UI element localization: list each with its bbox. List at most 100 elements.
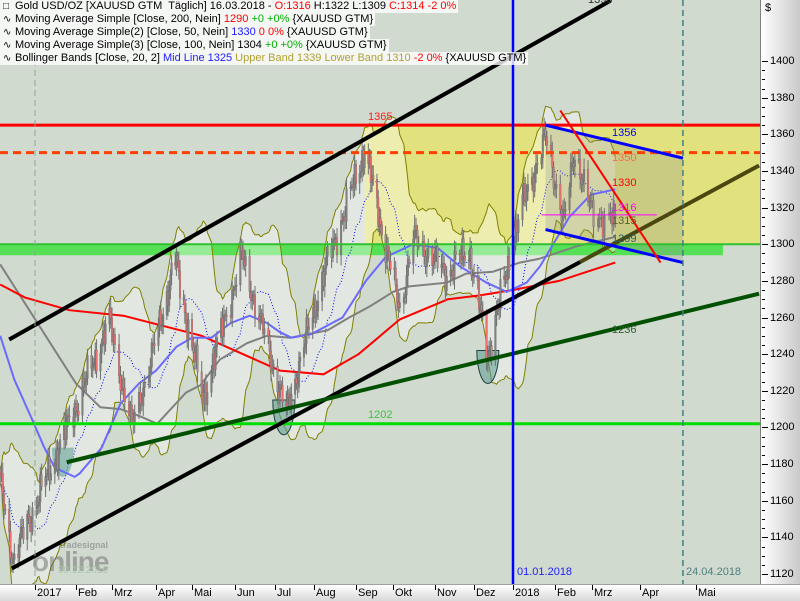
candle xyxy=(100,341,103,354)
y-tick xyxy=(762,528,765,530)
candle xyxy=(480,304,483,311)
candle xyxy=(413,225,416,240)
candle xyxy=(210,372,213,393)
legend-bollinger-name: Bollinger Bands [Close, 20, 2] xyxy=(15,52,163,64)
candle xyxy=(222,314,225,337)
candle xyxy=(603,214,606,238)
y-tick-label: 1220 xyxy=(770,384,795,397)
candle xyxy=(331,238,334,258)
candle xyxy=(408,259,411,264)
x-tick xyxy=(235,585,236,590)
candle xyxy=(272,364,275,367)
candle xyxy=(192,346,195,353)
support-band xyxy=(0,244,723,256)
candle xyxy=(445,276,448,292)
candle xyxy=(314,299,317,317)
y-tick xyxy=(762,482,765,484)
legend-row-ma100[interactable]: ∿ Moving Average Simple(3) [Close, 100, N… xyxy=(0,39,389,52)
y-tick xyxy=(762,271,765,273)
candle xyxy=(99,352,102,372)
x-tick xyxy=(474,585,475,590)
indicator-wave-icon: ∿ xyxy=(3,40,12,51)
candle xyxy=(110,317,113,342)
x-tick xyxy=(513,585,514,590)
candle xyxy=(443,262,446,270)
candle xyxy=(113,334,116,345)
candle xyxy=(267,328,270,337)
candle xyxy=(389,261,392,270)
candle xyxy=(122,379,125,389)
candle xyxy=(190,319,193,348)
y-tick xyxy=(762,116,765,117)
legend-ma200-symbol: {XAUUSD GTM} xyxy=(289,13,374,25)
candle xyxy=(86,355,89,379)
y-tick xyxy=(762,390,768,392)
candle xyxy=(159,309,162,326)
x-tick xyxy=(112,585,113,590)
candle xyxy=(67,414,70,417)
candle xyxy=(415,225,418,231)
y-tick xyxy=(762,427,768,429)
candle xyxy=(215,337,218,347)
candle xyxy=(196,344,199,373)
legend-ma50-name: Moving Average Simple(2) [Close, 50, Nei… xyxy=(15,26,232,38)
y-tick xyxy=(762,125,765,127)
price-axis[interactable]: $ 1120 1140 1160 1180 1200 1220 1240 1260 1280 13… xyxy=(760,0,800,584)
candle xyxy=(549,144,552,153)
legend-instrument: Gold USD/OZ [XAUUSD GTM Täglich] 16.03.2… xyxy=(15,0,275,12)
chart-plot-area[interactable]: tradesignal online 30.12.2016 1365 1202 … xyxy=(0,0,760,584)
candle xyxy=(37,501,40,507)
candle xyxy=(462,238,465,257)
time-axis[interactable]: 2017 Feb Mrz Apr Mai Jun Jul Aug Sep Okt Nov Dez 201… xyxy=(0,584,800,601)
candle xyxy=(44,476,47,487)
candle xyxy=(569,162,572,188)
candle xyxy=(281,385,284,402)
level-label-1365: 1365 xyxy=(368,111,393,123)
y-tick xyxy=(762,509,765,511)
x-tick-label: Jul xyxy=(277,587,292,599)
candle xyxy=(214,346,217,370)
candle xyxy=(268,336,271,352)
candle xyxy=(65,414,68,440)
y-tick xyxy=(762,262,765,264)
candle xyxy=(583,169,586,182)
y-tick xyxy=(762,454,765,456)
candle xyxy=(109,307,112,319)
candle xyxy=(488,351,491,355)
candle xyxy=(157,325,160,346)
y-tick xyxy=(762,436,765,438)
lower-channel-line xyxy=(10,260,582,571)
candlestick-icon: □ xyxy=(3,1,10,12)
candle xyxy=(396,285,399,303)
candle xyxy=(597,218,600,228)
candle xyxy=(45,473,48,477)
legend-row-bollinger[interactable]: ∿ Bollinger Bands [Close, 20, 2] Mid Line… xyxy=(0,52,529,65)
candle xyxy=(297,361,300,388)
candle xyxy=(248,256,251,292)
candle xyxy=(118,344,121,376)
candle xyxy=(178,270,181,299)
candle xyxy=(551,151,554,168)
candle xyxy=(423,241,426,257)
candle xyxy=(225,314,228,317)
legend-row-ma200[interactable]: ∿ Moving Average Simple [Close, 200, Nein… xyxy=(0,13,376,26)
candle xyxy=(402,297,405,304)
candle xyxy=(579,159,582,180)
y-tick xyxy=(762,253,765,255)
candle xyxy=(499,279,502,310)
candle xyxy=(432,261,435,266)
legend-row-ma50[interactable]: ∿ Moving Average Simple(2) [Close, 50, Ne… xyxy=(0,26,370,39)
candle xyxy=(77,411,80,416)
candle xyxy=(349,186,352,189)
y-tick xyxy=(762,143,765,145)
legend-row-price[interactable]: □ Gold USD/OZ [XAUUSD GTM Täglich] 16.03.… xyxy=(0,0,459,13)
y-tick-label: 1200 xyxy=(770,421,795,434)
y-tick xyxy=(762,409,765,411)
trendline-label-1236: 1236 xyxy=(612,324,637,336)
candle xyxy=(263,328,266,334)
marker-label-24-04-2018: 24.04.2018 xyxy=(686,566,742,578)
x-tick xyxy=(76,585,77,590)
candle xyxy=(514,221,517,246)
candle xyxy=(1,473,4,495)
y-tick-label: 1180 xyxy=(770,458,794,471)
